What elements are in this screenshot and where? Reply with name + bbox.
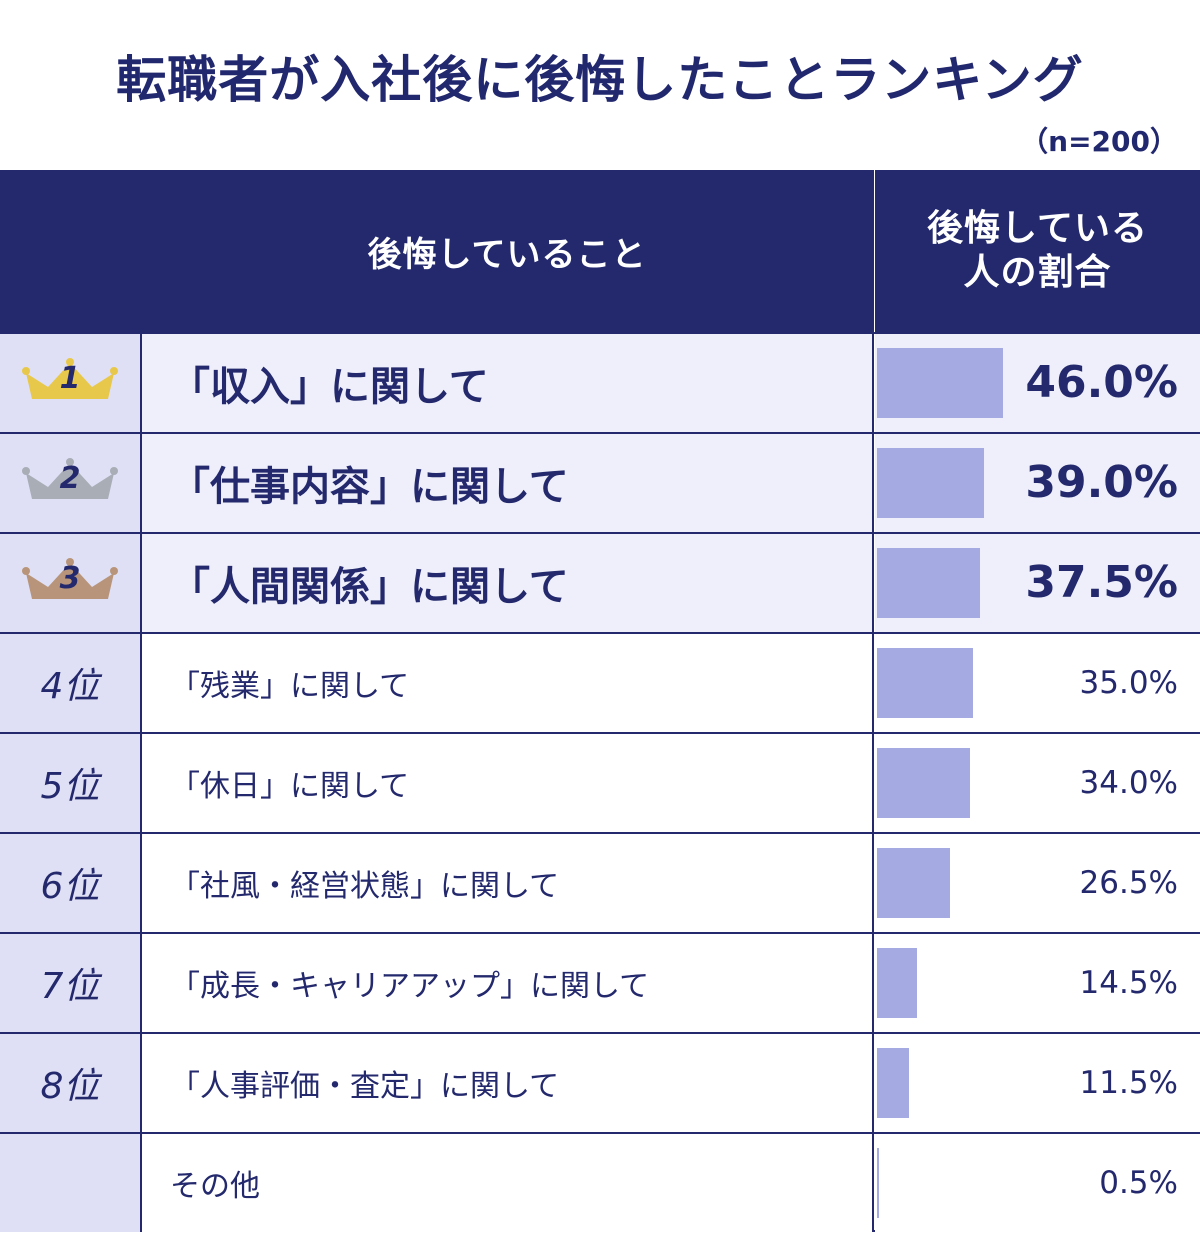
percent-bar: [877, 848, 950, 918]
table-row: 5位 「休日」に関して 34.0%: [0, 734, 1200, 832]
percent-bar: [877, 748, 971, 818]
rank-number: 1: [59, 361, 81, 396]
percent-bar: [877, 1148, 879, 1218]
percent-bar: [877, 1048, 909, 1118]
percent-bar: [877, 448, 984, 518]
table-row: その他 0.5%: [0, 1134, 1200, 1232]
rank-cell: 2: [0, 434, 140, 532]
header-item: 後悔していること: [142, 170, 872, 332]
header-pct-line2: 人の割合: [963, 252, 1112, 293]
table-row: 6位 「社風・経営状態」に関して 26.5%: [0, 834, 1200, 932]
percent-value: 39.0%: [1025, 457, 1178, 508]
item-label: 「人事評価・査定」に関して: [170, 1069, 560, 1104]
rank-label: 7位: [40, 966, 100, 1007]
header-pct-line1: 後悔している: [927, 208, 1148, 249]
table-row: 3 「人間関係」に関して 37.5%: [0, 534, 1200, 632]
rank-cell: 7位: [0, 934, 140, 1032]
percent-cell: 46.0%: [875, 334, 1200, 432]
percent-cell: 11.5%: [875, 1034, 1200, 1132]
rank-cell: 1: [0, 334, 140, 432]
item-cell: 「人事評価・査定」に関して: [142, 1034, 873, 1132]
rank-cell: [0, 1134, 140, 1232]
column-divider: [872, 170, 874, 1232]
percent-cell: 26.5%: [875, 834, 1200, 932]
table-row: 4位 「残業」に関して 35.0%: [0, 634, 1200, 732]
ranking-table: 後悔していること 後悔している 人の割合 1 「収入」に関して 46.0% 2 「仕事内…: [0, 170, 1200, 1232]
table-row: 8位 「人事評価・査定」に関して 11.5%: [0, 1034, 1200, 1132]
rank-cell: 3: [0, 534, 140, 632]
item-label: 「成長・キャリアアップ」に関して: [170, 969, 650, 1004]
percent-value: 34.0%: [1079, 765, 1178, 801]
table-row: 1 「収入」に関して 46.0%: [0, 334, 1200, 432]
rank-cell: 6位: [0, 834, 140, 932]
rank-cell: 5位: [0, 734, 140, 832]
item-cell: 「仕事内容」に関して: [142, 434, 873, 532]
rank-label: 5位: [40, 766, 100, 807]
header-pct: 後悔している 人の割合: [875, 170, 1200, 332]
item-cell: その他: [142, 1134, 873, 1232]
column-divider: [140, 170, 142, 1232]
rank-label: 6位: [40, 866, 100, 907]
item-label: 「人間関係」に関して: [170, 564, 569, 610]
row-divider: [0, 532, 1200, 534]
percent-cell: 14.5%: [875, 934, 1200, 1032]
item-cell: 「社風・経営状態」に関して: [142, 834, 873, 932]
percent-value: 0.5%: [1099, 1165, 1178, 1201]
gold-crown-icon: 1: [22, 355, 118, 411]
item-label: 「社風・経営状態」に関して: [170, 869, 560, 904]
rank-number: 2: [59, 461, 81, 496]
percent-value: 35.0%: [1079, 665, 1178, 701]
row-divider: [0, 832, 1200, 834]
row-divider: [0, 432, 1200, 434]
percent-bar: [877, 648, 973, 718]
percent-bar: [877, 948, 917, 1018]
row-divider: [0, 732, 1200, 734]
chart-title: 転職者が入社後に後悔したことランキング: [116, 51, 1084, 109]
silver-crown-icon: 2: [22, 455, 118, 511]
item-cell: 「成長・キャリアアップ」に関して: [142, 934, 873, 1032]
percent-cell: 37.5%: [875, 534, 1200, 632]
bronze-crown-icon: 3: [22, 555, 118, 611]
row-divider: [0, 1132, 1200, 1134]
item-label: 「休日」に関して: [170, 769, 410, 804]
percent-cell: 35.0%: [875, 634, 1200, 732]
table-row: 7位 「成長・キャリアアップ」に関して 14.5%: [0, 934, 1200, 1032]
table-row: 2 「仕事内容」に関して 39.0%: [0, 434, 1200, 532]
item-label: 「収入」に関して: [170, 364, 489, 410]
item-cell: 「休日」に関して: [142, 734, 873, 832]
rank-label: 8位: [40, 1066, 100, 1107]
row-divider: [0, 332, 1200, 334]
percent-bar: [877, 348, 1003, 418]
sample-size: （n=200）: [1020, 125, 1178, 158]
item-label: 「仕事内容」に関して: [170, 464, 569, 510]
rank-label: 4位: [40, 666, 100, 707]
header-rank-cell: [0, 170, 140, 332]
item-cell: 「残業」に関して: [142, 634, 873, 732]
percent-value: 11.5%: [1079, 1065, 1178, 1101]
item-label: その他: [170, 1169, 260, 1204]
row-divider: [0, 1032, 1200, 1034]
rank-number: 3: [59, 561, 81, 596]
item-cell: 「収入」に関して: [142, 334, 873, 432]
percent-value: 14.5%: [1079, 965, 1178, 1001]
percent-value: 37.5%: [1025, 557, 1178, 608]
percent-cell: 34.0%: [875, 734, 1200, 832]
percent-bar: [877, 548, 980, 618]
percent-value: 26.5%: [1079, 865, 1178, 901]
header-item-label: 後悔していること: [367, 234, 647, 275]
row-divider: [0, 632, 1200, 634]
percent-cell: 0.5%: [875, 1134, 1200, 1232]
percent-cell: 39.0%: [875, 434, 1200, 532]
rank-cell: 8位: [0, 1034, 140, 1132]
percent-value: 46.0%: [1025, 357, 1178, 408]
row-divider: [0, 932, 1200, 934]
rank-cell: 4位: [0, 634, 140, 732]
item-cell: 「人間関係」に関して: [142, 534, 873, 632]
item-label: 「残業」に関して: [170, 669, 410, 704]
